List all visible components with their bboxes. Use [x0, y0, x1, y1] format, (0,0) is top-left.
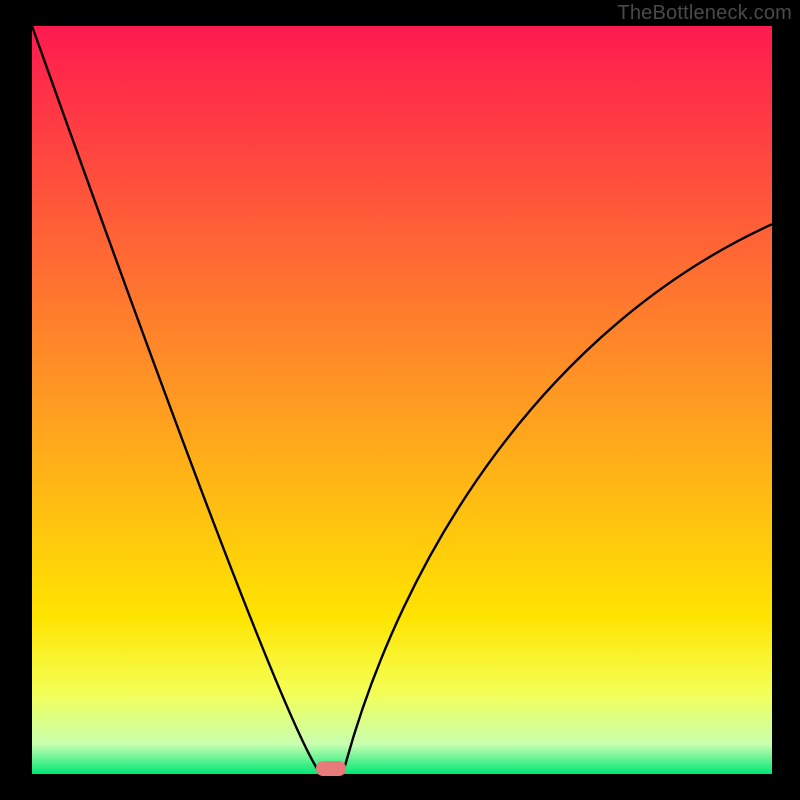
- watermark-text: TheBottleneck.com: [617, 2, 792, 25]
- plot-gradient-area: [32, 26, 772, 774]
- optimum-marker-icon: [316, 761, 346, 776]
- curve-left-branch: [32, 26, 321, 774]
- chart-container: TheBottleneck.com: [0, 0, 800, 800]
- bottleneck-curve: [32, 26, 772, 774]
- curve-right-branch: [343, 224, 772, 774]
